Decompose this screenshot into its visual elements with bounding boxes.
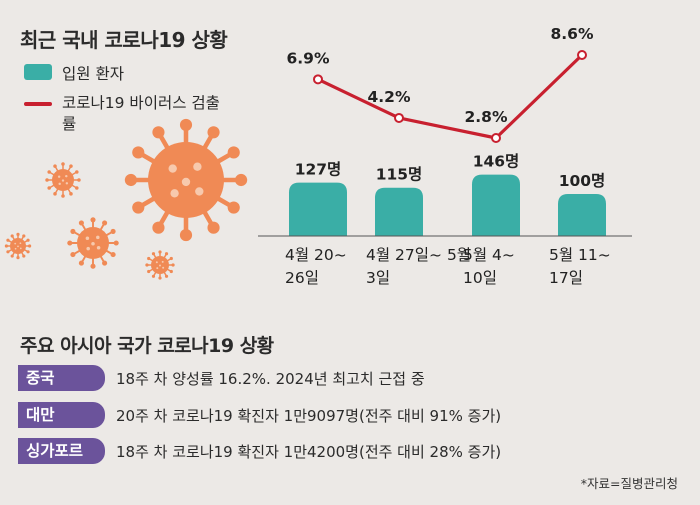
rate-value-label: 4.2% [368, 88, 411, 106]
legend-bar-label: 입원 환자 [62, 65, 124, 83]
virus-large-icon [124, 118, 248, 242]
virus-illustrations [4, 118, 248, 280]
rate-point [491, 133, 501, 143]
bar [289, 182, 347, 236]
bar [558, 194, 606, 236]
country-tag: 중국 [18, 365, 105, 391]
category-label: 4월 27일~ 5월 3일 [366, 246, 471, 287]
country-tag: 싱가포르 [18, 438, 105, 464]
country-row-singapore: 싱가포르 18주 차 코로나19 확진자 1만4200명(전주 대비 28% 증… [18, 438, 501, 464]
country-tag: 대만 [18, 402, 105, 428]
legend-line: 코로나19 바이러스 검출률 [24, 93, 232, 135]
country-row-china: 중국 18주 차 양성률 16.2%. 2024년 최고치 근접 중 [18, 365, 425, 391]
rate-point [313, 74, 323, 85]
virus-small-icon [45, 162, 81, 198]
bar-series [289, 174, 606, 236]
country-status-text: 20주 차 코로나19 확진자 1만9097명(전주 대비 91% 증가) [116, 406, 502, 425]
rate-line [317, 53, 584, 140]
country-status-text: 18주 차 코로나19 확진자 1만4200명(전주 대비 28% 증가) [116, 442, 502, 461]
chart-svg: 127명 115명 146명 100명 6.9% 4.2% 2.8% 8.6% 4월 20~ 26… [4, 25, 632, 287]
bar-value-label: 127명 [295, 161, 342, 179]
rate-value-label: 2.8% [465, 108, 508, 126]
country-row-taiwan: 대만 20주 차 코로나19 확진자 1만9097명(전주 대비 91% 증가) [18, 402, 501, 428]
bar-value-label: 115명 [376, 166, 423, 184]
legend-bar-swatch [24, 64, 52, 80]
legend-bar: 입원 환자 [24, 62, 124, 84]
legend-line-label: 코로나19 바이러스 검출률 [62, 94, 220, 133]
legend-line-swatch [24, 102, 52, 106]
country-status-text: 18주 차 양성률 16.2%. 2024년 최고치 근접 중 [116, 369, 425, 388]
source-note: *자료=질병관리청 [580, 476, 678, 491]
chart-title: 최근 국내 코로나19 상황 [20, 28, 228, 52]
bar [472, 174, 520, 236]
rate-value-label: 8.6% [551, 25, 594, 43]
chart-labels: 127명 115명 146명 100명 6.9% 4.2% 2.8% 8.6% 4월 20~ 26… [285, 25, 611, 287]
line-series [313, 50, 587, 143]
virus-small-icon [145, 250, 175, 280]
virus-tiny-icon [4, 232, 32, 260]
category-label: 5월 4~ 10일 [463, 246, 515, 287]
virus-medium-icon [67, 217, 119, 269]
rate-point [577, 50, 587, 60]
bar-value-label: 100명 [559, 172, 606, 190]
bar-value-label: 146명 [473, 153, 520, 171]
bar [375, 187, 423, 236]
category-label: 4월 20~ 26일 [285, 246, 347, 287]
category-label: 5월 11~ 17일 [549, 246, 611, 287]
rate-value-label: 6.9% [287, 49, 330, 67]
asia-section-title: 주요 아시아 국가 코로나19 상황 [20, 335, 274, 357]
rate-point [394, 112, 404, 123]
